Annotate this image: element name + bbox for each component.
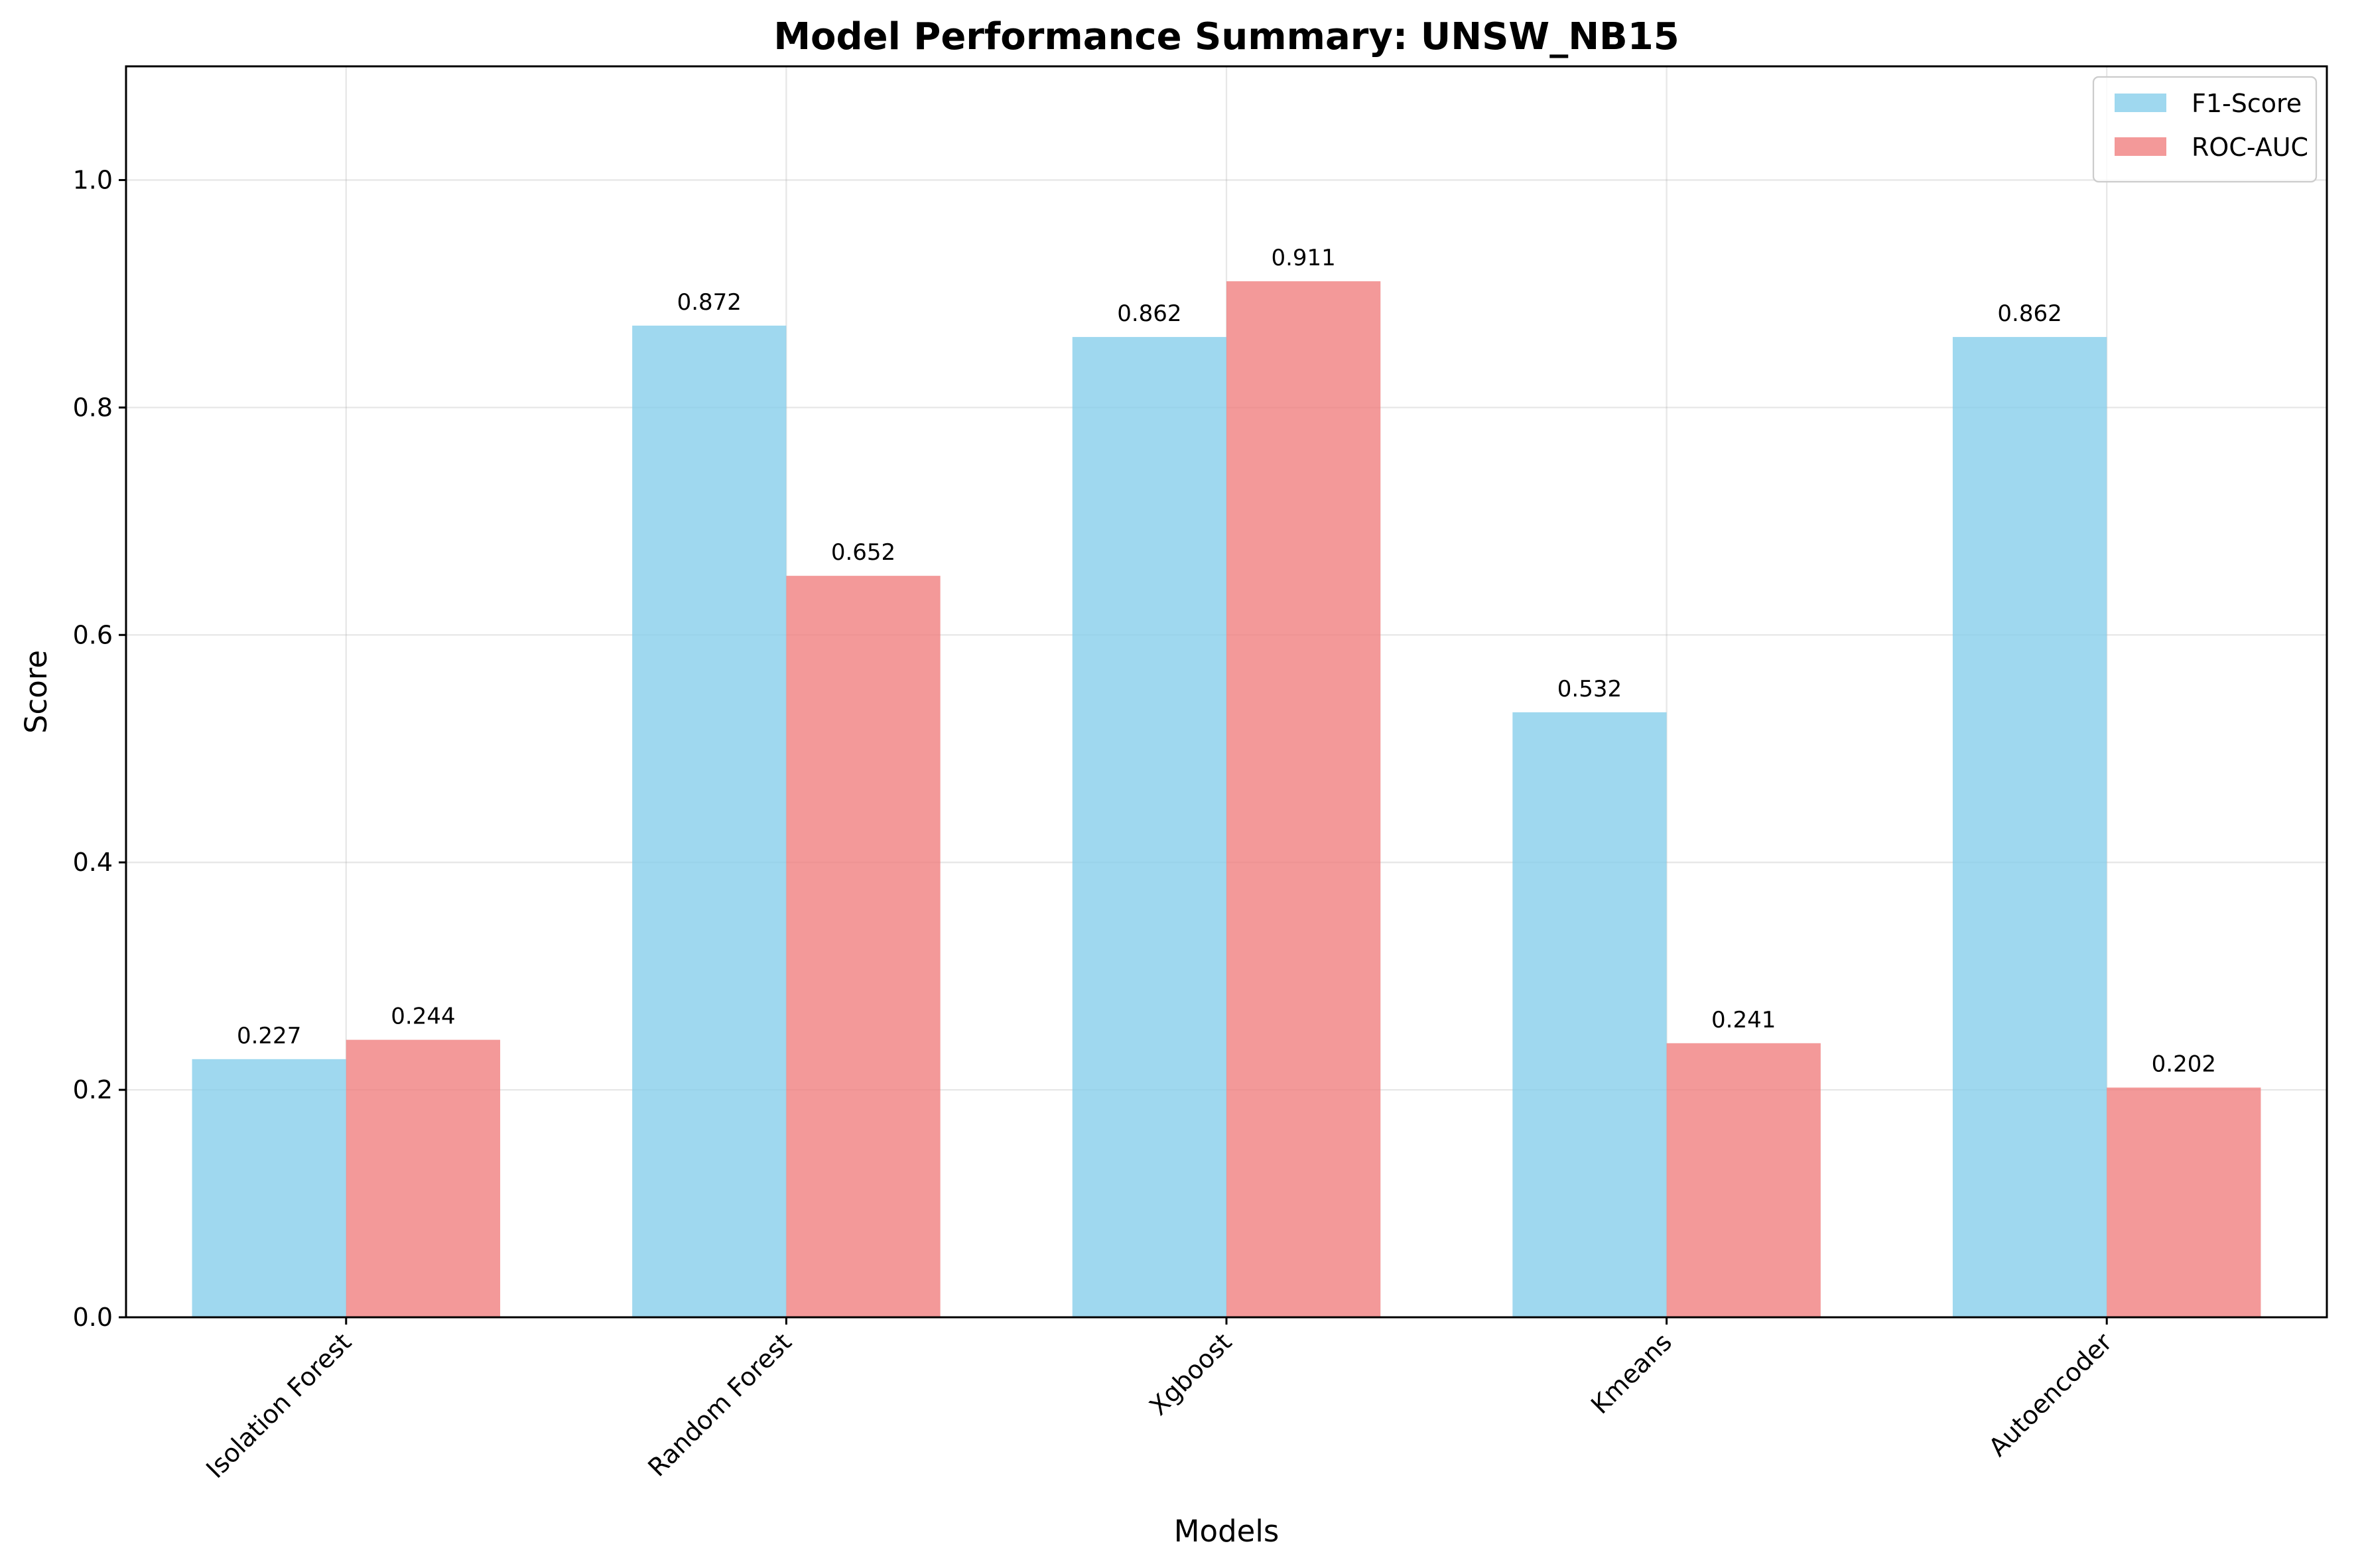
data-label-roc-auc-kmeans: 0.241 <box>1711 1007 1776 1033</box>
bars <box>192 281 2261 1318</box>
y-axis-label: Score <box>19 650 54 734</box>
data-label-roc-auc-autoencoder: 0.202 <box>2152 1051 2216 1078</box>
x-tick-label-kmeans: Kmeans <box>1585 1327 1677 1419</box>
bar-roc-auc-kmeans <box>1666 1043 1821 1317</box>
data-label-f1-score-xgboost: 0.862 <box>1117 300 1181 327</box>
data-label-roc-auc-random-forest: 0.652 <box>831 539 895 566</box>
x-tick-label-random-forest: Random Forest <box>642 1327 797 1482</box>
y-axis: 0.0 0.2 0.4 0.6 0.8 1.0 <box>73 165 126 1332</box>
bar-f1-score-isolation-forest <box>192 1059 346 1317</box>
y-tick-label: 0.4 <box>73 848 113 877</box>
data-labels: 0.227 0.872 0.862 0.532 0.862 0.244 0.652 0.911… <box>237 245 2216 1078</box>
y-tick-label: 0.2 <box>73 1075 113 1104</box>
data-label-f1-score-random-forest: 0.872 <box>677 289 742 316</box>
legend: F1-Score ROC-AUC <box>2092 76 2318 183</box>
x-tick-label-autoencoder: Autoencoder <box>1983 1327 2118 1462</box>
x-tick-label-xgboost: Xgboost <box>1144 1327 1237 1421</box>
bar-f1-score-kmeans <box>1512 712 1667 1317</box>
bar-f1-score-xgboost <box>1072 337 1226 1318</box>
legend-swatch-f1-score <box>2115 94 2166 112</box>
x-tick-label-isolation-forest: Isolation Forest <box>200 1327 357 1484</box>
bar-roc-auc-autoencoder <box>2107 1087 2261 1317</box>
data-label-roc-auc-isolation-forest: 0.244 <box>391 1004 455 1030</box>
y-tick-label: 0.0 <box>73 1303 113 1332</box>
y-tick-label: 1.0 <box>73 165 113 194</box>
data-label-f1-score-kmeans: 0.532 <box>1557 676 1622 702</box>
legend-label-f1-score: F1-Score <box>2192 89 2302 118</box>
chart-title: Model Performance Summary: UNSW_NB15 <box>773 15 1679 58</box>
x-axis-label: Models <box>1174 1514 1280 1549</box>
bar-roc-auc-isolation-forest <box>346 1039 501 1317</box>
legend-label-roc-auc: ROC-AUC <box>2192 133 2308 162</box>
legend-swatch-roc-auc <box>2115 137 2166 156</box>
bar-f1-score-random-forest <box>632 325 787 1317</box>
bar-roc-auc-xgboost <box>1226 281 1381 1318</box>
data-label-f1-score-autoencoder: 0.862 <box>1997 300 2062 327</box>
bar-f1-score-autoencoder <box>1952 337 2107 1318</box>
y-tick-label: 0.8 <box>73 393 113 422</box>
data-label-roc-auc-xgboost: 0.911 <box>1271 245 1335 271</box>
x-axis: Isolation Forest Random Forest Xgboost Kmea… <box>200 1317 2118 1484</box>
y-tick-label: 0.6 <box>73 620 113 649</box>
bar-roc-auc-random-forest <box>786 576 941 1317</box>
data-label-f1-score-isolation-forest: 0.227 <box>237 1023 301 1049</box>
